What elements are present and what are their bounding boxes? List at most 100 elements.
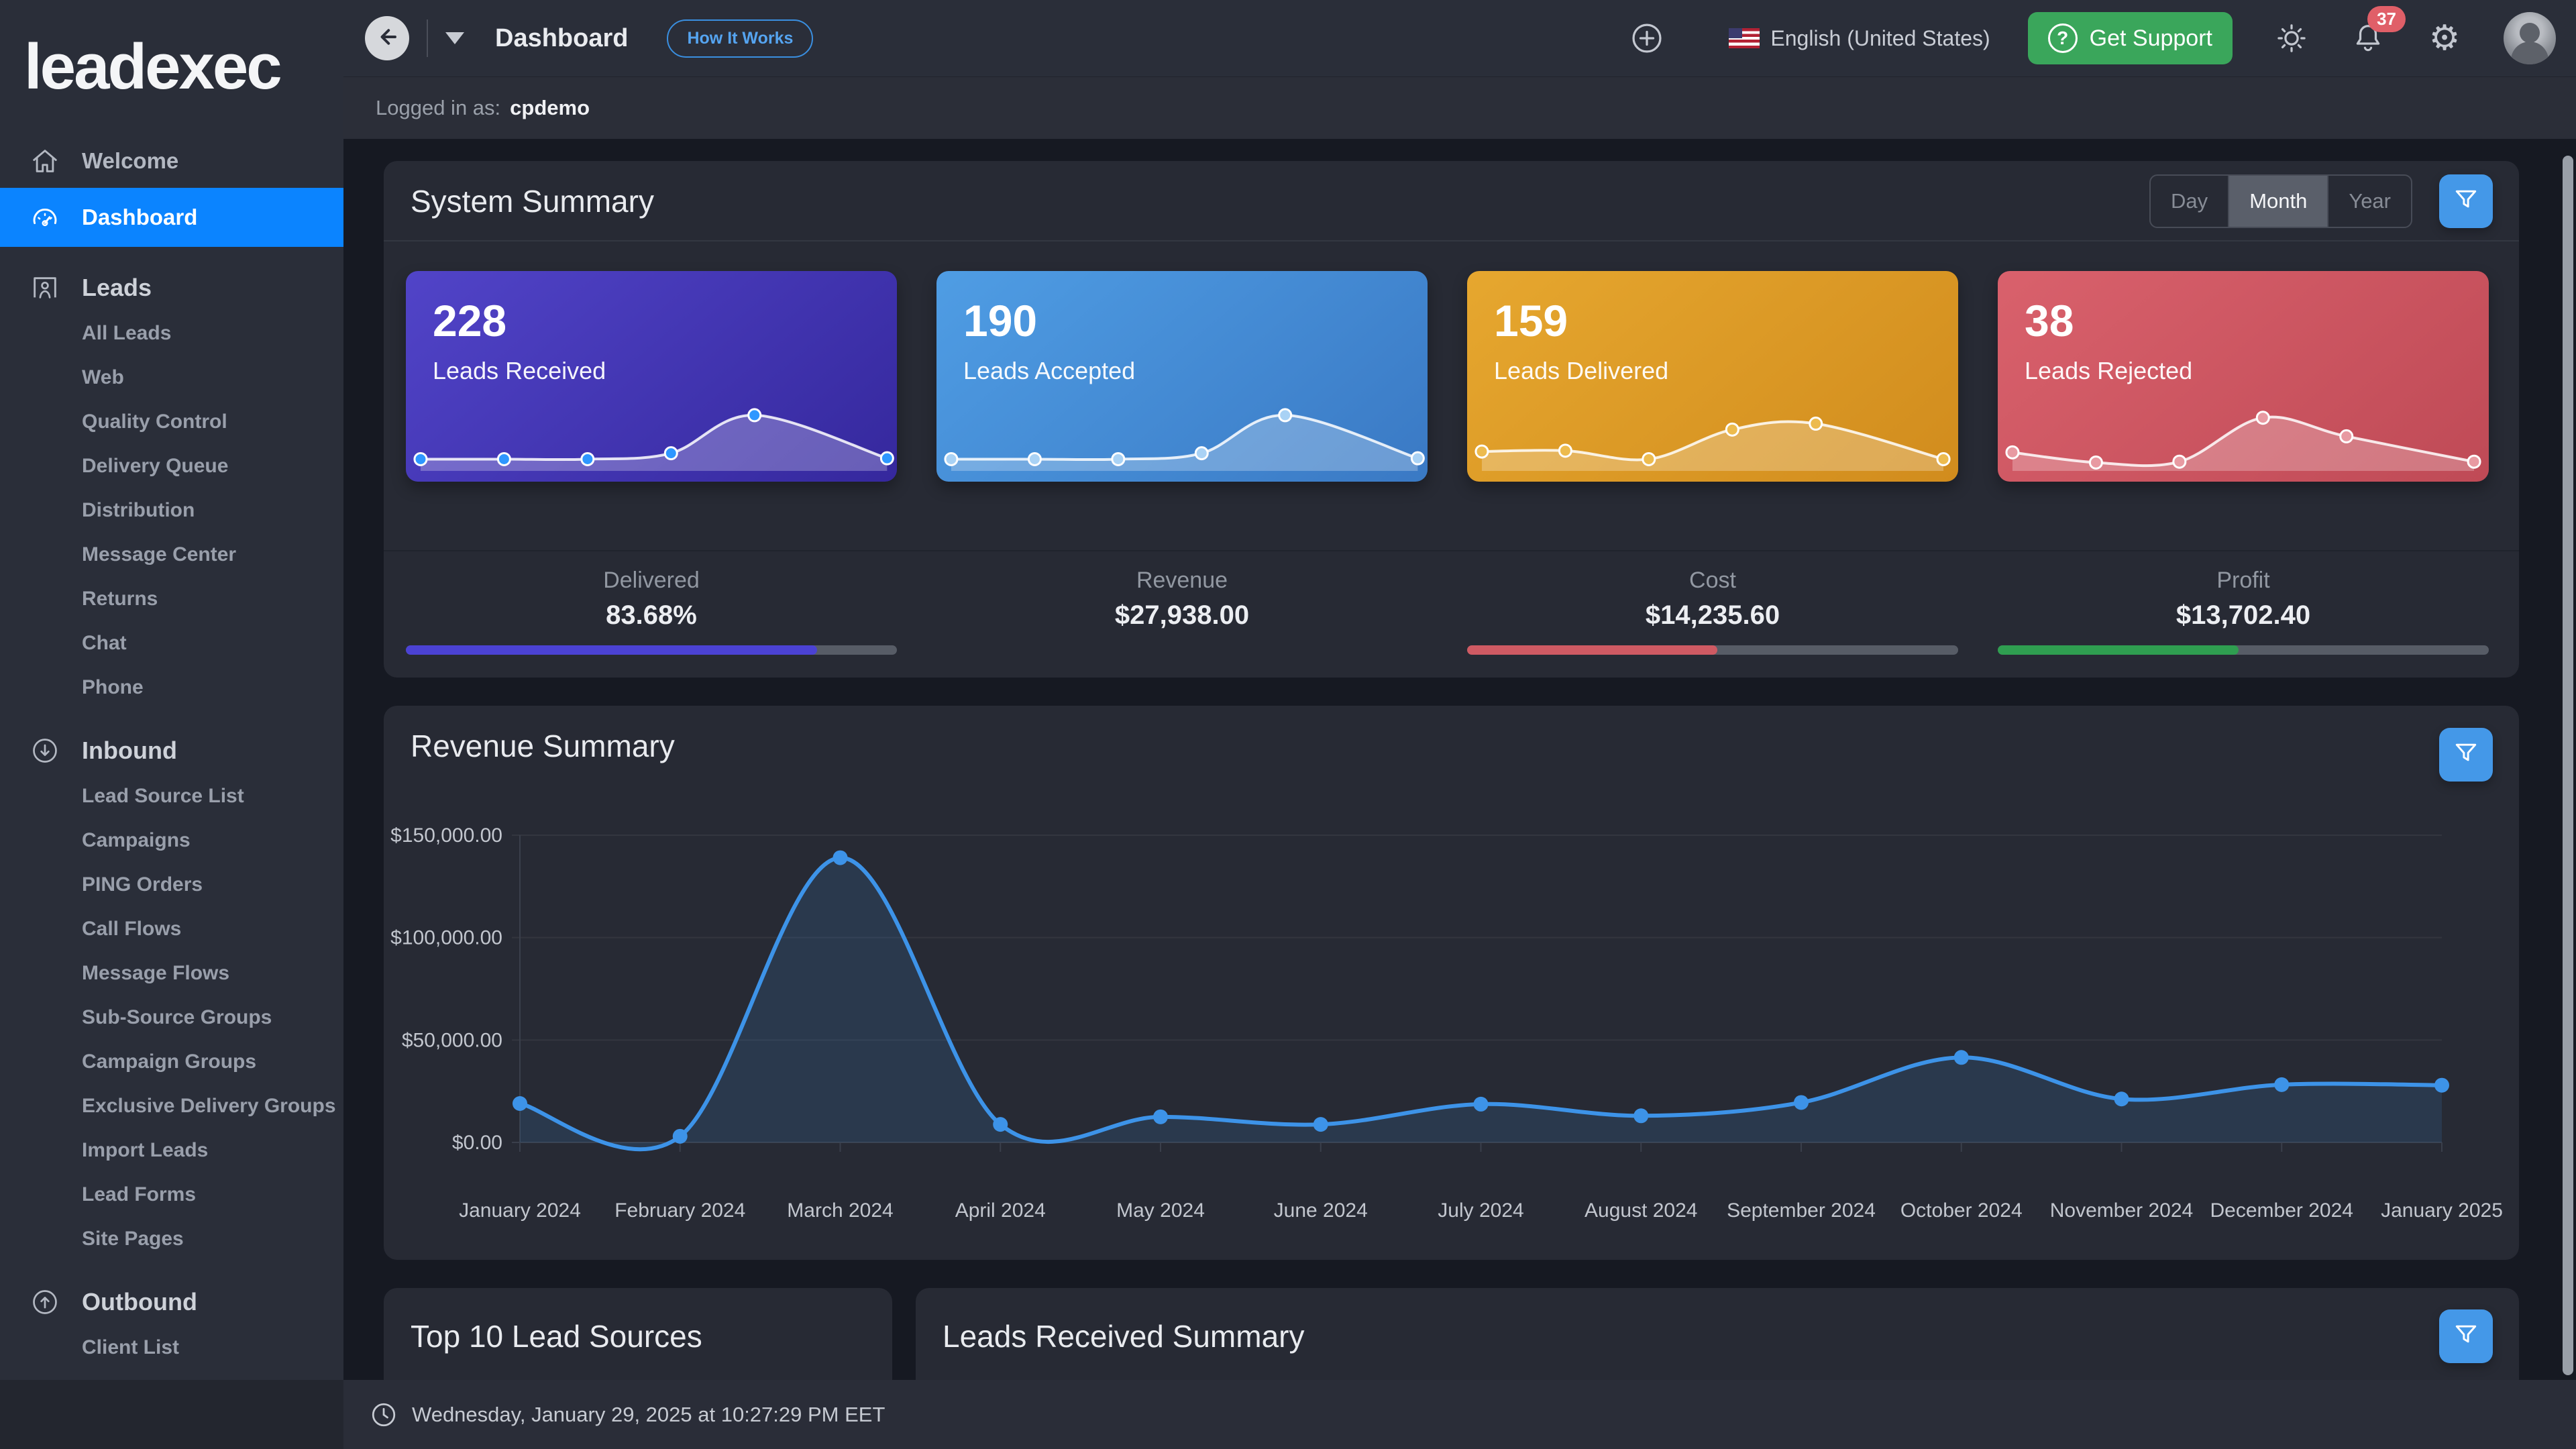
sidebar-subitem-exclusive-delivery-groups[interactable]: Exclusive Delivery Groups [82, 1095, 336, 1117]
sidebar-subitem-chat[interactable]: Chat [82, 632, 127, 654]
filter-funnel-icon [2451, 185, 2481, 218]
clock-icon [369, 1400, 398, 1430]
language-selector[interactable]: English (United States) [1729, 26, 1990, 51]
sidebar-subitem-returns[interactable]: Returns [82, 588, 158, 610]
sidebar-subitem-site-pages[interactable]: Site Pages [82, 1228, 184, 1250]
metrics-row: Delivered 83.68% Revenue $27,938.00 Cost… [384, 550, 2519, 678]
sidebar-subitem-delivery-queue[interactable]: Delivery Queue [82, 455, 229, 477]
topbar-divider [427, 19, 428, 57]
sidebar-subitem-sub-source-groups[interactable]: Sub-Source Groups [82, 1006, 272, 1028]
svg-text:December 2024: December 2024 [2210, 1199, 2353, 1222]
revenue-summary-filter-button[interactable] [2439, 728, 2493, 782]
add-icon[interactable] [1629, 21, 1664, 56]
svg-text:$50,000.00: $50,000.00 [402, 1029, 502, 1051]
system-summary-header: System Summary Day Month Year [384, 161, 2519, 241]
svg-text:$0.00: $0.00 [452, 1132, 502, 1154]
metric-progress-bar [406, 645, 897, 655]
how-it-works-badge[interactable]: How It Works [667, 19, 814, 58]
stat-label: Leads Accepted [963, 357, 1136, 384]
stat-label: Leads Rejected [2025, 357, 2193, 384]
sidebar-subitem-distribution[interactable]: Distribution [82, 499, 195, 521]
logged-in-as-label: Logged in as: [376, 96, 501, 119]
sidebar-subitem-lead-source-list[interactable]: Lead Source List [82, 785, 244, 807]
topbar: Dashboard How It Works English (United S… [343, 0, 2576, 77]
metric-label: Profit [2216, 568, 2270, 593]
sidebar-section-inbound[interactable]: Inbound [0, 727, 343, 774]
sidebar-item-welcome[interactable]: Welcome [0, 134, 343, 188]
sidebar-item-label: Dashboard [82, 205, 198, 229]
sidebar-subitem-ping-orders[interactable]: PING Orders [82, 873, 203, 896]
sidebar-subitem-quality-control[interactable]: Quality Control [82, 411, 227, 433]
sidebar-subitem-message-flows[interactable]: Message Flows [82, 962, 230, 984]
sidebar-section-label: Outbound [82, 1288, 197, 1316]
revenue-summary-card: Revenue Summary $0.00 $50,000.00 $100,000.… [384, 706, 2519, 1260]
sidebar-subitem-campaigns[interactable]: Campaigns [82, 829, 191, 851]
sidebar-subitem-message-center[interactable]: Message Center [82, 543, 237, 566]
sidebar-subitem-campaign-groups[interactable]: Campaign Groups [82, 1051, 257, 1073]
user-avatar[interactable] [2504, 12, 2556, 64]
sidebar-subitem-import-leads[interactable]: Import Leads [82, 1139, 209, 1161]
svg-text:July 2024: July 2024 [1438, 1199, 1523, 1222]
main-content: System Summary Day Month Year 228 Leads Re… [343, 139, 2576, 1380]
footer: Wednesday, January 29, 2025 at 10:27:29 … [0, 1380, 2576, 1449]
stat-card-leads-received: 228 Leads Received [406, 271, 897, 482]
range-toggle-month[interactable]: Month [2228, 176, 2328, 227]
chevron-down-icon[interactable] [445, 32, 464, 44]
sidebar-section-leads[interactable]: Leads [0, 264, 343, 311]
range-toggle-year[interactable]: Year [2327, 176, 2411, 227]
sidebar-subitem-web[interactable]: Web [82, 366, 124, 388]
system-summary-title: System Summary [411, 184, 654, 219]
sidebar-subitem-all-leads[interactable]: All Leads [82, 322, 172, 344]
svg-text:February 2024: February 2024 [614, 1199, 745, 1222]
leads-received-summary-card: Leads Received Summary [916, 1288, 2519, 1380]
sidebar-subitem-lead-forms[interactable]: Lead Forms [82, 1183, 197, 1205]
range-toggle-day[interactable]: Day [2171, 189, 2208, 213]
metric-cost: Cost $14,235.60 [1467, 551, 1958, 655]
topbar-actions: English (United States) ? Get Support 37… [1629, 6, 2576, 64]
metric-label: Revenue [1136, 568, 1228, 593]
stat-card-leads-delivered: 159 Leads Delivered [1467, 271, 1958, 482]
svg-text:$100,000.00: $100,000.00 [390, 927, 502, 949]
metric-profit: Profit $13,702.40 [1998, 551, 2489, 655]
stat-value: 228 [433, 296, 507, 345]
revenue-chart: $0.00 $50,000.00 $100,000.00 $150,000.00 Jan… [384, 800, 2519, 1260]
svg-text:January 2025: January 2025 [2381, 1199, 2503, 1222]
page-title: Dashboard [495, 23, 629, 52]
system-summary-filter-button[interactable] [2439, 174, 2493, 228]
stat-sparkline [1467, 372, 1958, 472]
back-button[interactable] [365, 16, 409, 60]
sidebar-subitem-client-list[interactable]: Client List [82, 1336, 180, 1358]
svg-text:September 2024: September 2024 [1727, 1199, 1876, 1222]
metric-value: 83.68% [606, 600, 697, 630]
brand-logo: leadexec [24, 31, 282, 103]
metric-progress-bar [1467, 645, 1958, 655]
stat-sparkline [406, 372, 897, 472]
settings-gear-icon[interactable]: ⚙ [2428, 19, 2461, 58]
subheader: Logged in as: cpdemo [343, 77, 2576, 139]
metric-label: Delivered [603, 568, 700, 593]
scrollbar-thumb[interactable] [2563, 156, 2573, 1375]
sidebar-subitem-call-flows[interactable]: Call Flows [82, 918, 182, 940]
outbound-icon [30, 1287, 60, 1318]
get-support-label: Get Support [2089, 25, 2212, 51]
metric-revenue: Revenue $27,938.00 [936, 551, 1428, 631]
notifications-bell-icon[interactable]: 37 [2351, 6, 2406, 56]
leads-icon [30, 272, 60, 303]
leads-received-filter-button[interactable] [2439, 1309, 2493, 1363]
stat-value: 38 [2025, 296, 2074, 345]
sidebar-item-dashboard[interactable]: Dashboard [0, 188, 343, 247]
footer-datetime: Wednesday, January 29, 2025 at 10:27:29 … [412, 1402, 885, 1426]
svg-text:January 2024: January 2024 [459, 1199, 581, 1222]
theme-sun-icon[interactable] [2274, 21, 2309, 56]
svg-text:March 2024: March 2024 [787, 1199, 893, 1222]
stat-sparkline [1998, 372, 2489, 472]
top-lead-sources-title: Top 10 Lead Sources [411, 1319, 702, 1354]
sidebar-subitem-phone[interactable]: Phone [82, 676, 144, 698]
metric-value: $27,938.00 [1114, 600, 1250, 630]
sidebar: leadexec Welcome Dashboard Leads All Lea… [0, 0, 343, 1380]
svg-text:May 2024: May 2024 [1116, 1199, 1205, 1222]
gauge-icon [30, 202, 60, 233]
stat-label: Leads Received [433, 357, 606, 384]
get-support-button[interactable]: ? Get Support [2027, 12, 2233, 64]
sidebar-section-outbound[interactable]: Outbound [0, 1279, 343, 1326]
